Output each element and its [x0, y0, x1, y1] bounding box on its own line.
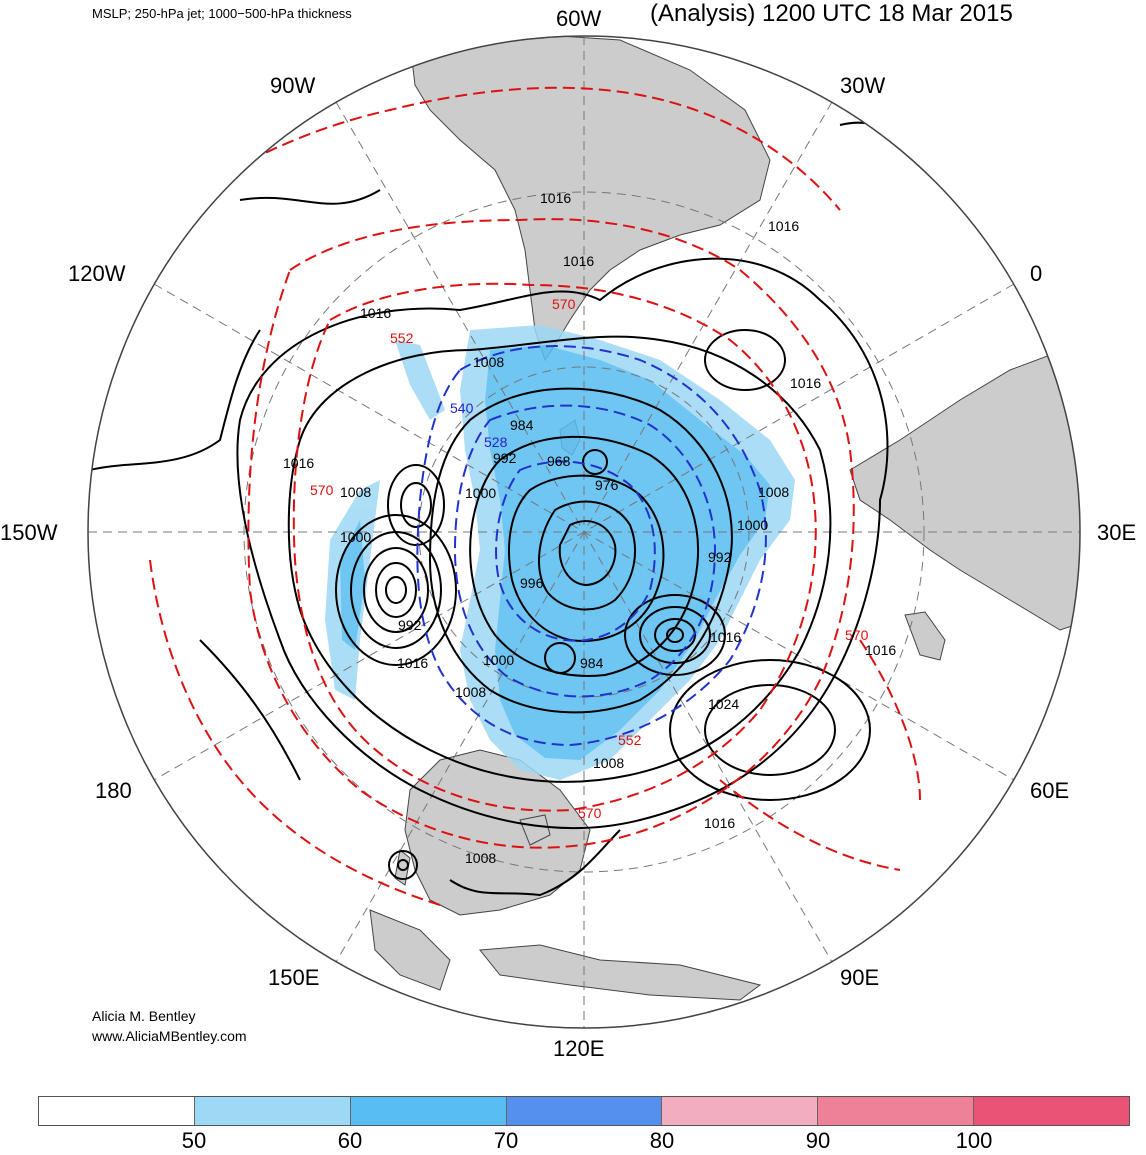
- graticule: [88, 36, 1080, 1028]
- pressure-label: 1016: [397, 655, 428, 671]
- colorbar-segment: [39, 1097, 195, 1125]
- lon-label-120e: 120E: [553, 1036, 604, 1061]
- lon-label-120w: 120W: [68, 261, 126, 286]
- lon-label-90e: 90E: [840, 965, 879, 990]
- pressure-label: 1000: [483, 652, 514, 668]
- pressure-label: 1008: [340, 484, 371, 500]
- author-name: Alicia M. Bentley: [92, 1008, 196, 1024]
- islands-land: [479, 944, 762, 1001]
- new-guinea-land: [369, 909, 451, 991]
- thickness-label: 552: [390, 330, 414, 346]
- colorbar-tick: 70: [493, 1128, 519, 1153]
- thickness-label: 540: [450, 400, 474, 416]
- colorbar-tick: 80: [649, 1128, 675, 1153]
- colorbar: [38, 1096, 1130, 1126]
- lon-label-60e: 60E: [1030, 778, 1069, 803]
- pressure-label: 1016: [768, 218, 799, 234]
- pressure-label: 1000: [340, 529, 371, 545]
- lon-label-60w: 60W: [556, 6, 601, 31]
- colorbar-tick: 60: [337, 1128, 363, 1153]
- pressure-labels: 1016 1016 1016 1016 1016 1016 1008 984 9…: [283, 190, 896, 866]
- pressure-label: 1008: [455, 684, 486, 700]
- pressure-label: 1016: [865, 642, 896, 658]
- pressure-label: 1024: [708, 696, 739, 712]
- new-zealand-land: [394, 849, 411, 886]
- colorbar-segment: [662, 1097, 819, 1125]
- pressure-label: 1016: [563, 253, 594, 269]
- pressure-label: 1000: [737, 517, 768, 533]
- colorbar-segment: [194, 1097, 351, 1125]
- pressure-label: 976: [595, 477, 619, 493]
- author-url: www.AliciaMBentley.com: [92, 1028, 247, 1044]
- pressure-label: 1016: [283, 455, 314, 471]
- pressure-label: 992: [398, 617, 422, 633]
- pressure-label: 1016: [360, 305, 391, 321]
- colorbar-tick: 100: [955, 1128, 993, 1153]
- pressure-label: 1008: [593, 755, 624, 771]
- pressure-label: 1008: [465, 850, 496, 866]
- thickness-label: 552: [618, 732, 642, 748]
- thickness-label: 570: [310, 482, 334, 498]
- pressure-label: 1000: [465, 485, 496, 501]
- lon-label-90w: 90W: [270, 73, 315, 98]
- lon-label-30w: 30W: [840, 73, 885, 98]
- pressure-label: 984: [580, 655, 604, 671]
- south-america-land: [411, 36, 771, 362]
- chart-title: (Analysis) 1200 UTC 18 Mar 2015: [650, 0, 1013, 27]
- cold-thickness-contours: [416, 345, 767, 747]
- colorbar-segment: [350, 1097, 507, 1125]
- africa-land: [849, 354, 1080, 631]
- colorbar-segment: [818, 1097, 975, 1125]
- map-border: [87, 35, 1081, 1029]
- thickness-label: 570: [845, 627, 869, 643]
- pressure-label: 1008: [473, 354, 504, 370]
- thickness-label: 570: [578, 805, 602, 821]
- longitude-labels: 60W 30W 0 30E 60E 90E 120E 150E 180 150W…: [0, 6, 1136, 1061]
- thickness-label: 528: [484, 434, 508, 450]
- lon-label-150w: 150W: [0, 520, 58, 545]
- thickness-label: 570: [552, 296, 576, 312]
- colorbar-tick: 50: [181, 1128, 207, 1153]
- pressure-label: 1016: [710, 629, 741, 645]
- thickness-labels: 570 552 570 570 552 570 540 528: [310, 296, 869, 821]
- lon-label-0: 0: [1030, 261, 1042, 286]
- pressure-label: 968: [547, 453, 571, 469]
- lon-label-150e: 150E: [268, 965, 319, 990]
- tasmania-land: [519, 814, 551, 846]
- land-masses: [369, 36, 1080, 1001]
- madagascar-land: [904, 611, 946, 661]
- colorbar-tick: 90: [805, 1128, 831, 1153]
- colorbar-segment: [974, 1097, 1130, 1125]
- pressure-label: 992: [708, 549, 732, 565]
- jet-shading: [325, 325, 795, 780]
- pressure-label: 992: [493, 450, 517, 466]
- pressure-label: 1016: [540, 190, 571, 206]
- lon-label-30e: 30E: [1097, 520, 1136, 545]
- field-description: MSLP; 250-hPa jet; 1000−500-hPa thicknes…: [92, 6, 352, 21]
- pressure-label: 996: [520, 575, 544, 591]
- lon-label-180: 180: [95, 778, 132, 803]
- pressure-label: 984: [510, 417, 534, 433]
- pressure-label: 1016: [790, 375, 821, 391]
- colorbar-segment: [506, 1097, 663, 1125]
- pressure-label: 1016: [704, 815, 735, 831]
- pressure-label: 1008: [758, 484, 789, 500]
